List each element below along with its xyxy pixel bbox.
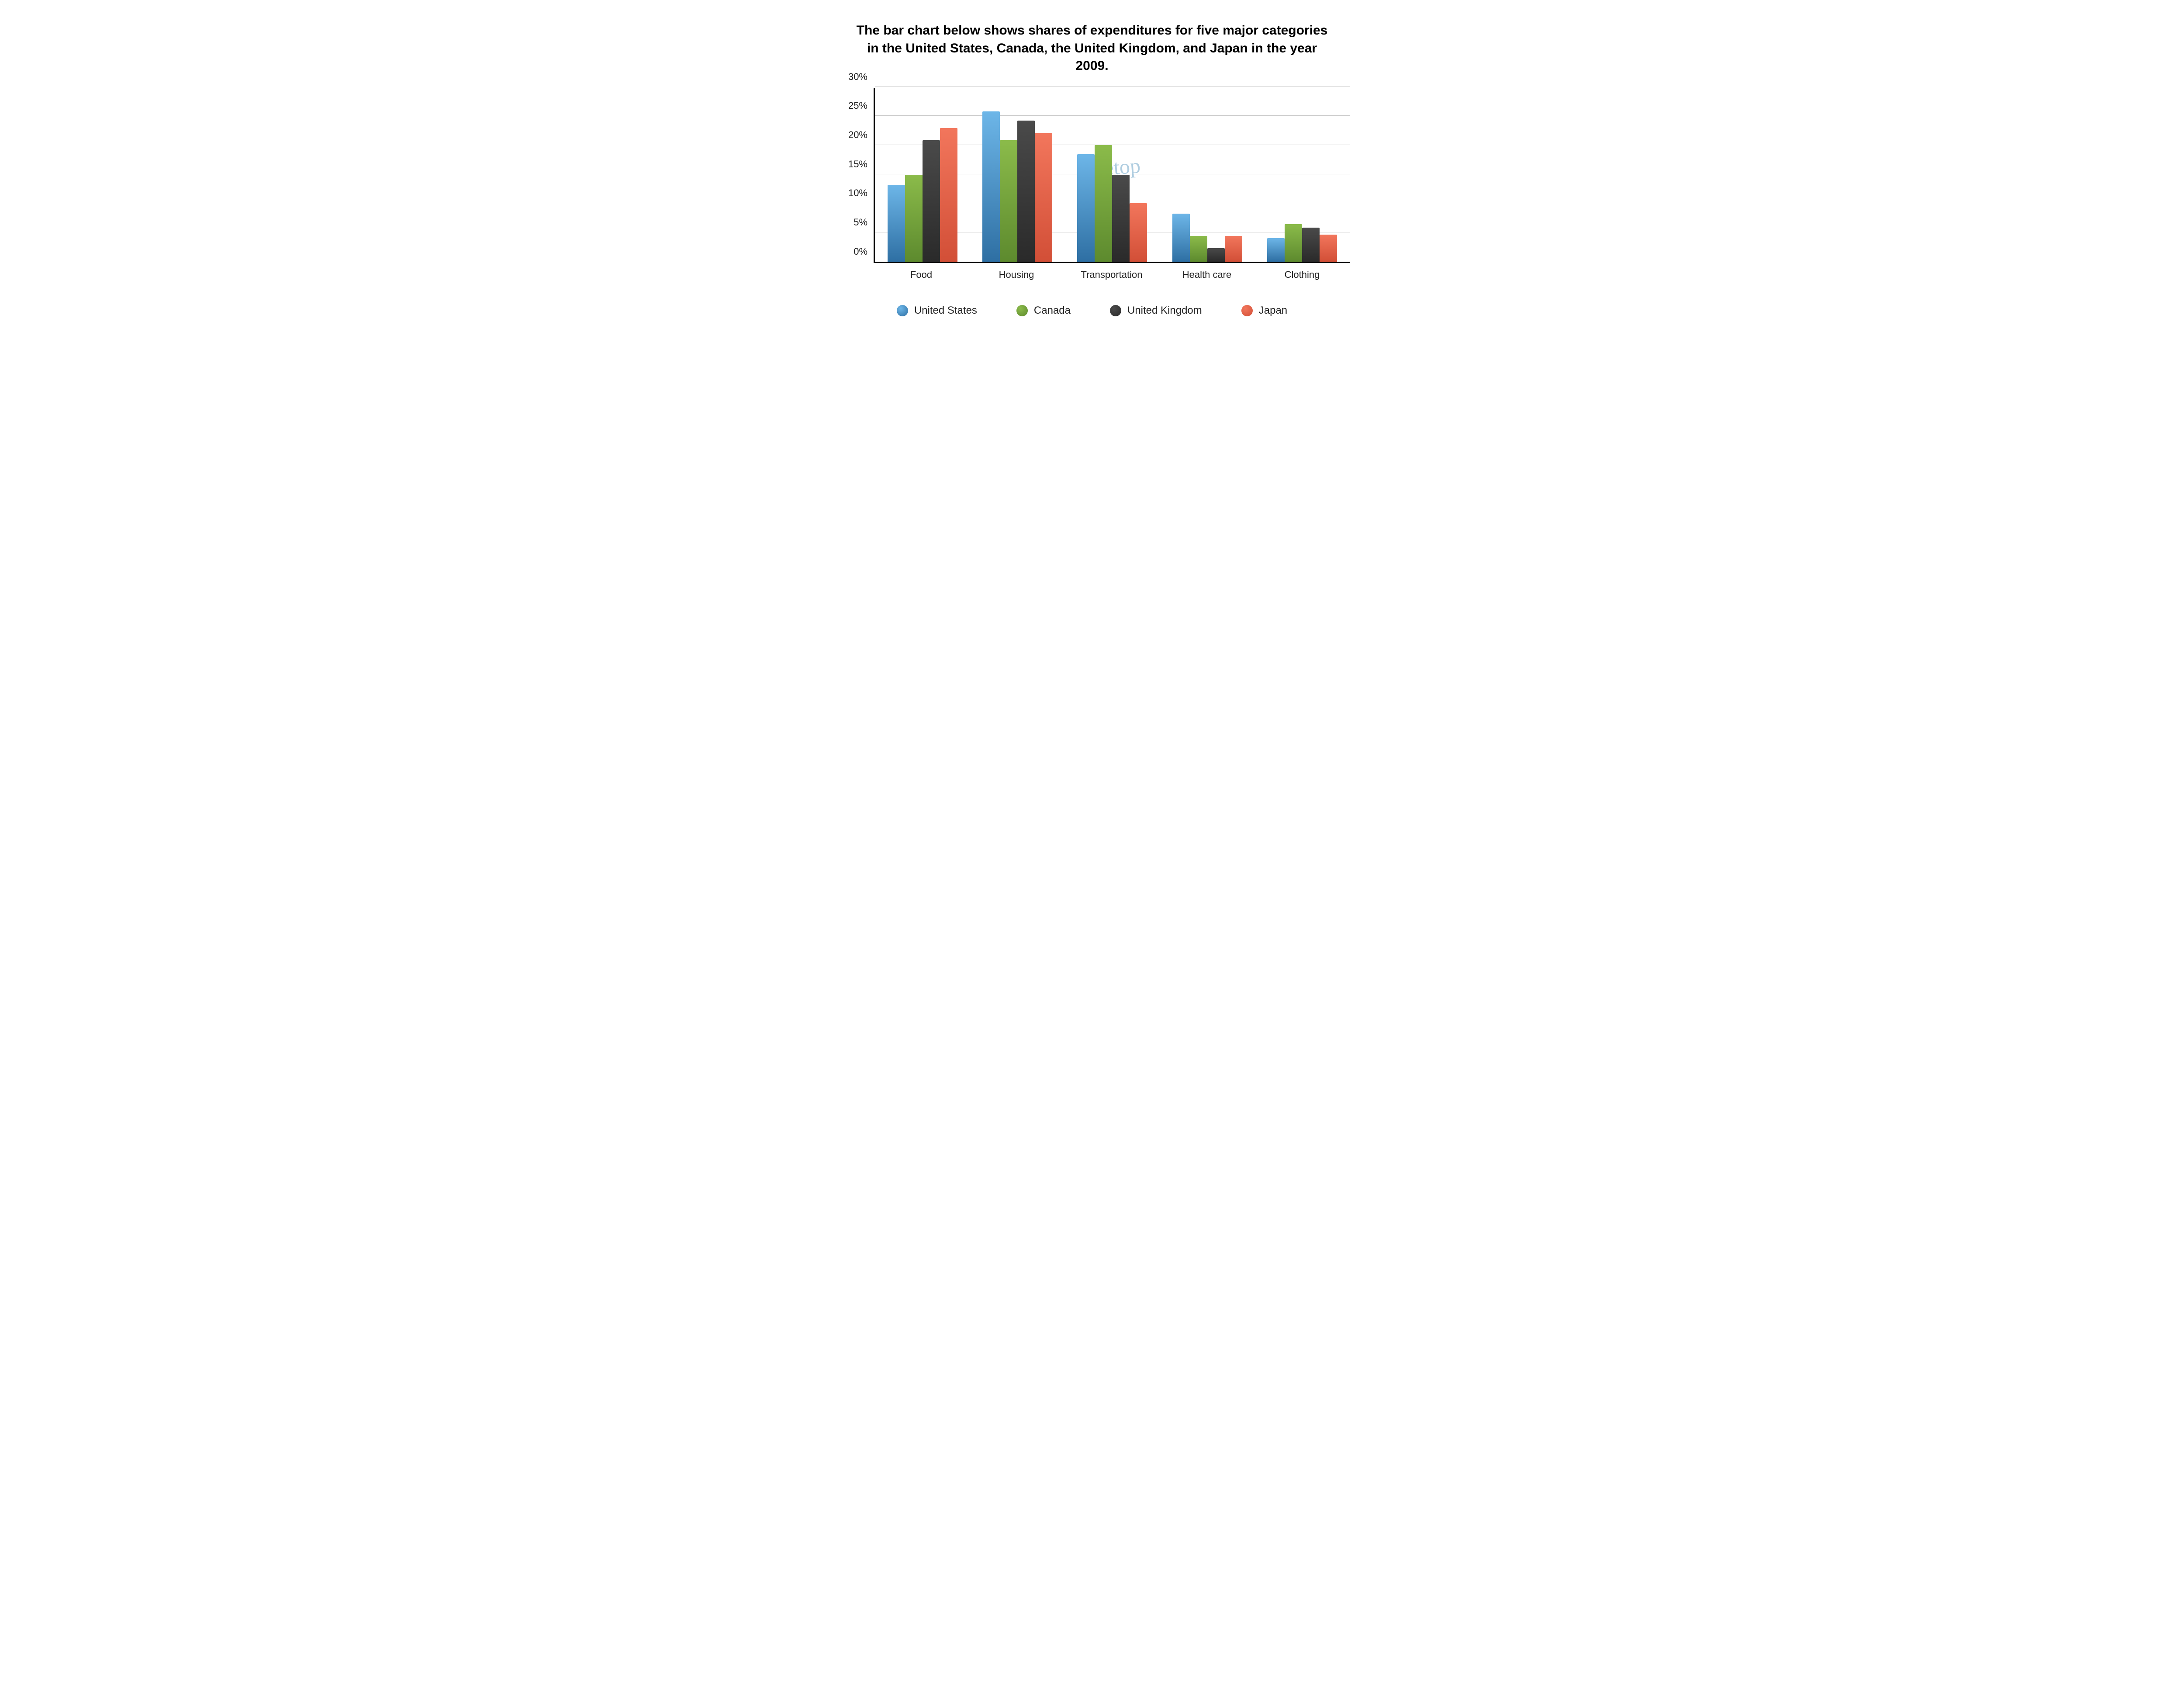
bar <box>1035 133 1052 261</box>
bar <box>1095 145 1112 262</box>
legend-label: Canada <box>1034 305 1071 317</box>
chart-area: 0%5%10%15%20%25%30% Vietop FoodHousingTr… <box>834 88 1350 280</box>
x-tick-label: Health care <box>1159 269 1254 280</box>
chart-page: The bar chart below shows shares of expe… <box>786 0 1398 343</box>
y-axis: 0%5%10%15%20%25%30% <box>834 88 874 263</box>
bar-group <box>982 88 1052 262</box>
y-tick-label: 30% <box>848 71 867 83</box>
y-tick-label: 20% <box>848 129 867 141</box>
plot: Vietop <box>874 88 1350 263</box>
legend-label: United Kingdom <box>1127 305 1202 317</box>
bar-group <box>1077 88 1147 262</box>
bar <box>940 128 957 261</box>
legend-label: United States <box>914 305 977 317</box>
bar-group <box>1172 88 1242 262</box>
legend-item: Canada <box>1016 305 1071 317</box>
legend-swatch <box>1241 305 1253 316</box>
bar-groups <box>875 88 1350 262</box>
x-tick-label: Clothing <box>1254 269 1350 280</box>
y-tick-label: 10% <box>848 187 867 199</box>
bar <box>1225 236 1242 262</box>
x-tick-label: Food <box>874 269 969 280</box>
bar <box>1190 236 1207 262</box>
legend-swatch <box>1110 305 1121 316</box>
legend-item: United Kingdom <box>1110 305 1202 317</box>
y-tick-label: 5% <box>854 217 867 228</box>
x-axis-labels: FoodHousingTransportationHealth careClot… <box>874 269 1350 280</box>
bar <box>1000 140 1017 261</box>
bar <box>1320 235 1337 261</box>
bar <box>888 185 905 262</box>
bar-group <box>1267 88 1337 262</box>
y-tick-label: 0% <box>854 246 867 257</box>
bar <box>905 175 923 262</box>
y-tick-label: 15% <box>848 159 867 170</box>
bar <box>923 140 940 261</box>
bar <box>1172 214 1190 261</box>
bar <box>1207 248 1225 262</box>
plot-outer: 0%5%10%15%20%25%30% Vietop <box>834 88 1350 263</box>
legend-item: United States <box>897 305 977 317</box>
chart-title: The bar chart below shows shares of expe… <box>852 22 1332 75</box>
legend: United States Canada United Kingdom Japan <box>812 305 1372 317</box>
x-tick-label: Transportation <box>1064 269 1159 280</box>
legend-label: Japan <box>1259 305 1287 317</box>
bar <box>1017 121 1035 262</box>
bar <box>1112 175 1130 262</box>
bar <box>982 111 1000 262</box>
bar-group <box>888 88 957 262</box>
bar <box>1267 238 1285 261</box>
y-tick-label: 25% <box>848 100 867 111</box>
x-tick-label: Housing <box>969 269 1064 280</box>
bar <box>1077 154 1095 261</box>
legend-swatch <box>1016 305 1028 316</box>
bar <box>1302 228 1320 261</box>
legend-swatch <box>897 305 908 316</box>
bar <box>1130 203 1147 261</box>
bar <box>1285 224 1302 261</box>
legend-item: Japan <box>1241 305 1287 317</box>
